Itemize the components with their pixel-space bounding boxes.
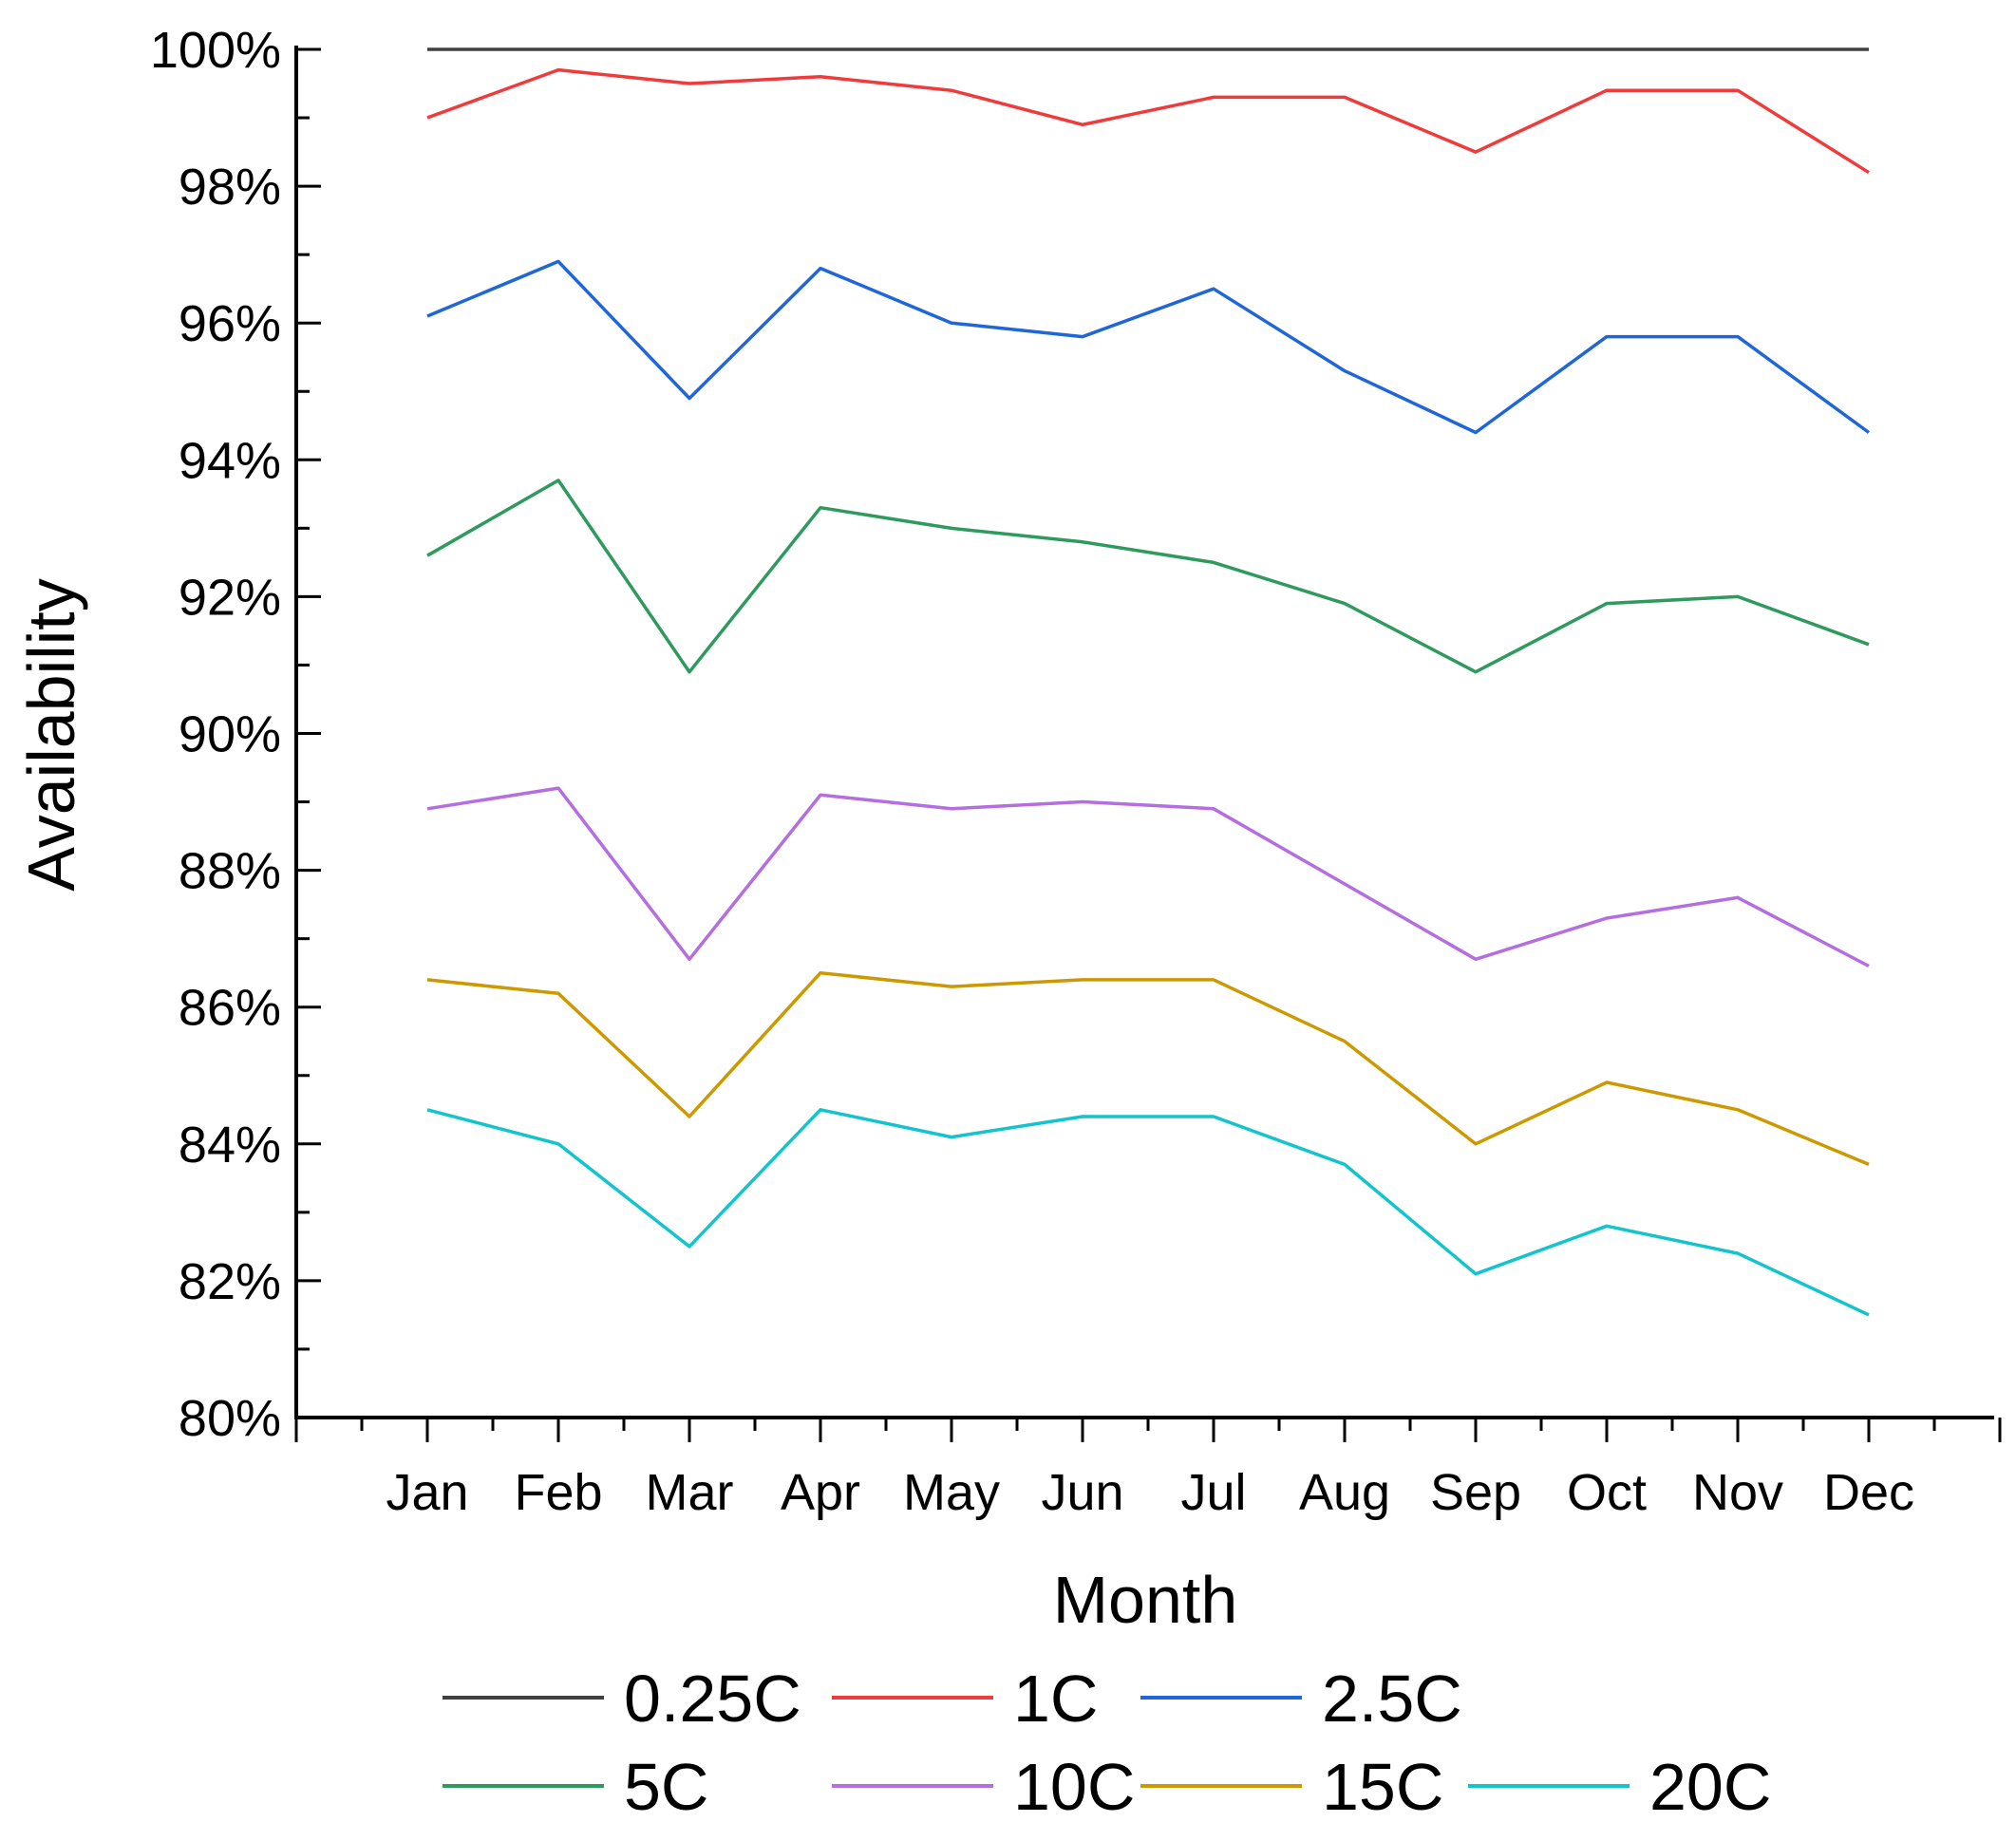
x-tick-label: Apr [781,1464,860,1521]
series-line-1C [426,67,1870,175]
series-line-10C [426,786,1870,968]
legend-item-10C: 10C [832,1750,1135,1824]
x-tick-label: Jul [1180,1464,1246,1521]
series-lines [426,47,1871,1317]
legend: 0.25C 1C 2.5C 5C 10C 15C 20C [443,1662,1771,1824]
legend-label: 5C [624,1750,708,1824]
x-axis-title: Month [1053,1563,1238,1637]
legend-item-20C: 20C [1468,1750,1771,1824]
series-line-5C [426,479,1870,674]
x-tick-label: May [903,1464,1000,1521]
y-tick-label: 84% [179,1117,281,1174]
series-line-15C [426,970,1870,1167]
x-tick-label: Nov [1692,1464,1783,1521]
legend-label: 1C [1013,1662,1098,1736]
legend-item-5C: 5C [443,1750,708,1824]
y-tick-label: 96% [179,295,281,352]
legend-label: 20C [1649,1750,1771,1824]
y-axis: 80% 82% 84% 86% 88% 90% 92% 94% 96% 98% 100% [150,22,321,1447]
x-tick-label: Oct [1567,1464,1647,1521]
x-axis: Jan Feb Mar Apr May Jun Jul Aug Sep Oct Nov Dec [294,1416,2002,1521]
x-tick-label: Aug [1299,1464,1390,1521]
legend-label: 0.25C [624,1662,801,1736]
x-tick-label: Jan [386,1464,468,1521]
x-tick-label: Jun [1041,1464,1123,1521]
legend-label: 15C [1322,1750,1443,1824]
legend-label: 2.5C [1322,1662,1462,1736]
x-tick-label: Sep [1430,1464,1521,1521]
y-tick-label: 100% [150,22,281,79]
legend-item-1C: 1C [832,1662,1098,1736]
legend-item-0.25C: 0.25C [443,1662,801,1736]
x-tick-label: Dec [1823,1464,1914,1521]
x-tick-label: Mar [646,1464,734,1521]
x-tick-label: Feb [514,1464,602,1521]
y-tick-label: 82% [179,1253,281,1310]
y-tick-label: 80% [179,1390,281,1447]
y-tick-label: 92% [179,569,281,626]
series-line-20C [426,1108,1870,1317]
legend-item-15C: 15C [1140,1750,1443,1824]
y-tick-label: 94% [179,432,281,489]
y-tick-label: 98% [179,159,281,216]
y-tick-label: 88% [179,843,281,900]
y-tick-label: 90% [179,706,281,763]
legend-item-2.5C: 2.5C [1140,1662,1462,1736]
series-line-2.5C [426,259,1871,435]
y-tick-label: 86% [179,980,281,1037]
y-axis-title: Availability [14,578,88,891]
legend-label: 10C [1013,1750,1135,1824]
